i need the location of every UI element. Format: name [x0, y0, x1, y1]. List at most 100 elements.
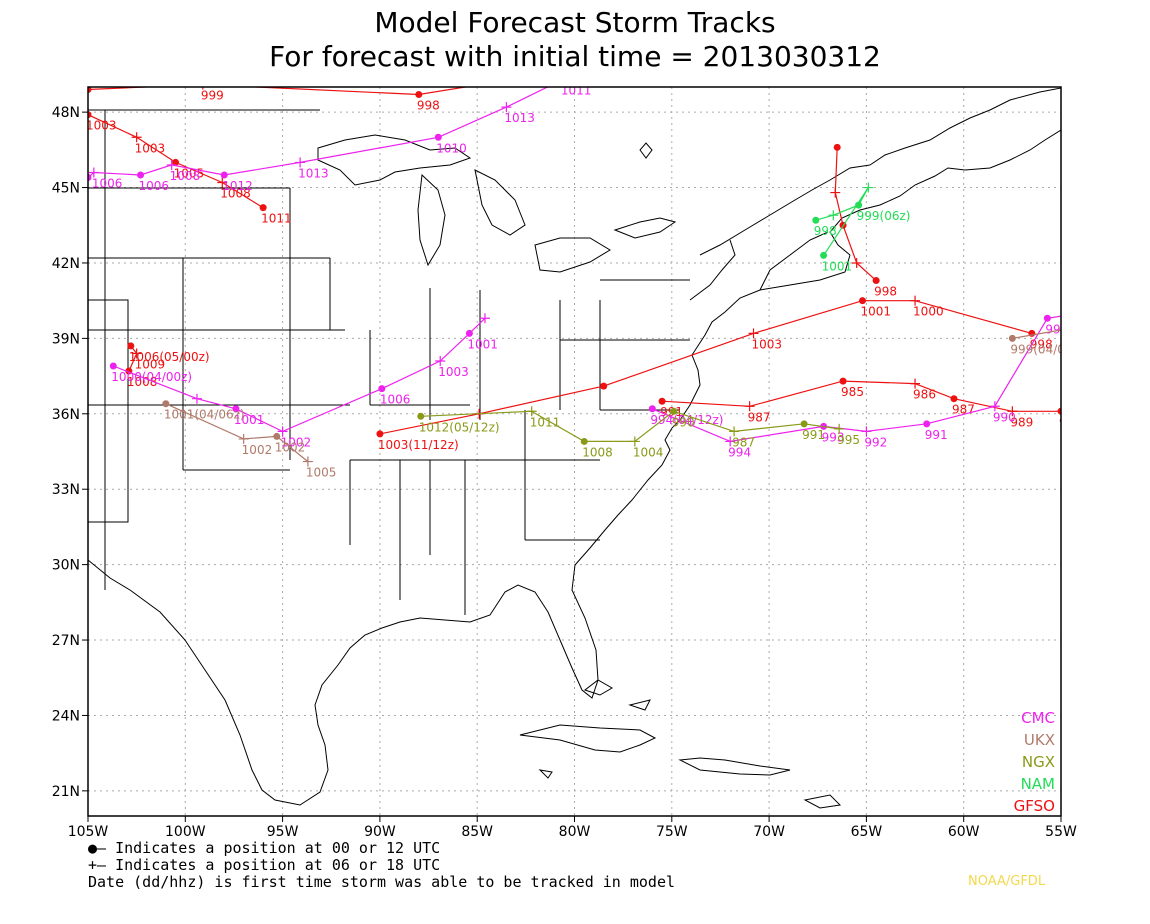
pressure-label: 987: [748, 410, 771, 424]
pressure-label: 990: [672, 415, 695, 429]
pressure-label: 996: [1098, 327, 1121, 341]
track-point-06-18: [526, 406, 537, 417]
track-point-06-18: [989, 401, 1000, 412]
track-point-06-18: [629, 436, 640, 447]
pressure-label: 1003: [752, 337, 783, 351]
lat-tick-label: 48N: [52, 105, 80, 121]
pressure-label: 985: [841, 385, 864, 399]
track-point-00-12: [417, 412, 425, 420]
track-point-06-18: [1107, 303, 1117, 313]
track-point-06-18: [863, 182, 874, 193]
track-point-06-18: [1007, 406, 1018, 417]
track-point-00-12: [232, 405, 240, 413]
storm-tracks: 999 998 1000 1004 1003 1003 1005 1008 1011 1003(1…: [86, 33, 1121, 480]
pressure-label: 1008: [170, 169, 201, 183]
lon-tick-label: 80W: [559, 824, 591, 840]
track-ukx: 999(04/00z) 996: [1008, 318, 1121, 356]
pressure-label: 1010: [621, 58, 652, 72]
track-point-00-12: [88, 173, 92, 181]
track-point-06-18: [834, 423, 845, 434]
pressure-label: 987: [732, 435, 755, 449]
track-point-06-18: [851, 257, 862, 268]
track-point-06-18: [910, 295, 921, 306]
track-point-00-12: [839, 377, 847, 385]
lon-tick-label: 70W: [753, 824, 785, 840]
track-point-00-12: [872, 277, 880, 285]
track-point-06-18: [238, 433, 249, 444]
pressure-label: 1009: [135, 357, 166, 371]
legend-note-date: Date (dd/hhz) is first time storm was ab…: [88, 873, 675, 891]
track-point-00-12: [859, 297, 867, 305]
pressure-label: 1006(05/00z): [129, 350, 210, 364]
track-point-00-12: [88, 87, 92, 94]
track-line: [652, 315, 1061, 443]
track-point-06-18: [131, 348, 142, 359]
track-point-00-12: [465, 329, 473, 337]
pressure-label: 999(06z): [857, 209, 911, 223]
pressure-label: 1008: [582, 445, 613, 459]
pressure-label: 999: [201, 88, 224, 102]
track-point-06-18: [131, 132, 142, 143]
track-point-00-12: [820, 251, 828, 259]
track-gfso: 998: [830, 143, 897, 299]
pressure-label: 1003: [438, 365, 469, 379]
track-point-00-12: [109, 362, 117, 370]
track-point-00-12: [580, 437, 588, 445]
pressure-label: 1005: [306, 466, 337, 480]
pressure-label: 998: [417, 99, 440, 113]
track-point-00-12: [88, 111, 92, 119]
track-line: [88, 87, 470, 96]
track-point-00-12: [800, 420, 808, 428]
pressure-label: 1003: [86, 119, 117, 133]
lat-tick-label: 36N: [52, 407, 80, 423]
lat-tick-label: 21N: [52, 784, 80, 800]
track-point-06-18: [861, 426, 872, 437]
track-point-06-18: [1095, 318, 1105, 328]
coastlines-and-borders: [88, 87, 1061, 809]
pressure-label: 1004: [633, 445, 664, 459]
track-point-06-18: [570, 64, 580, 74]
lon-tick-label: 100W: [165, 824, 206, 840]
lon-tick-label: 105W: [68, 824, 109, 840]
track-point-00-12: [434, 133, 442, 141]
track-point-00-12: [670, 407, 678, 415]
lon-tick-label: 55W: [1045, 824, 1077, 840]
track-line: [165, 403, 309, 463]
map-axes: 105W 100W 95W 90W 85W 80W 75W 70W 65W 60W 55W 21N 24…: [52, 105, 1077, 840]
track-point-00-12: [697, 33, 704, 40]
lat-tick-label: 39N: [52, 331, 80, 347]
lon-tick-label: 85W: [461, 824, 493, 840]
track-gfso: 999 998 1000 1004: [88, 33, 730, 113]
pressure-label: 998: [1030, 337, 1053, 351]
pressure-label: 1006: [139, 179, 170, 193]
track-point-00-12: [220, 171, 228, 179]
model-legend-gfso: GFSO: [1013, 797, 1055, 815]
lon-tick-label: 95W: [267, 824, 299, 840]
track-line: [113, 317, 486, 433]
pressure-label: 994(04/00z): [1045, 322, 1118, 336]
track-point-06-18: [618, 49, 628, 59]
lat-tick-label: 27N: [52, 633, 80, 649]
pressure-label: 1012(05/12z): [419, 420, 500, 434]
pressure-label: 1001: [467, 337, 498, 351]
track-point-06-18: [435, 356, 446, 367]
track-point-00-12: [648, 405, 656, 413]
pressure-label: 1000(04/00z): [111, 370, 192, 384]
pressure-label: 995: [837, 433, 860, 447]
pressure-label: 1010: [436, 141, 467, 155]
track-point-06-18: [828, 210, 839, 221]
track-point-00-12: [559, 76, 566, 83]
track-line: [420, 410, 840, 442]
pressure-label: 1004: [699, 41, 730, 55]
track-point-00-12: [1043, 314, 1051, 322]
track-point-00-12: [923, 420, 931, 428]
track-point-06-18: [744, 401, 755, 412]
track-point-06-18: [910, 378, 921, 389]
pressure-label: 1008: [127, 375, 158, 389]
lat-tick-label: 33N: [52, 482, 80, 498]
track-point-06-18: [277, 426, 288, 437]
lat-tick-label: 24N: [52, 708, 80, 724]
lon-tick-label: 65W: [851, 824, 883, 840]
